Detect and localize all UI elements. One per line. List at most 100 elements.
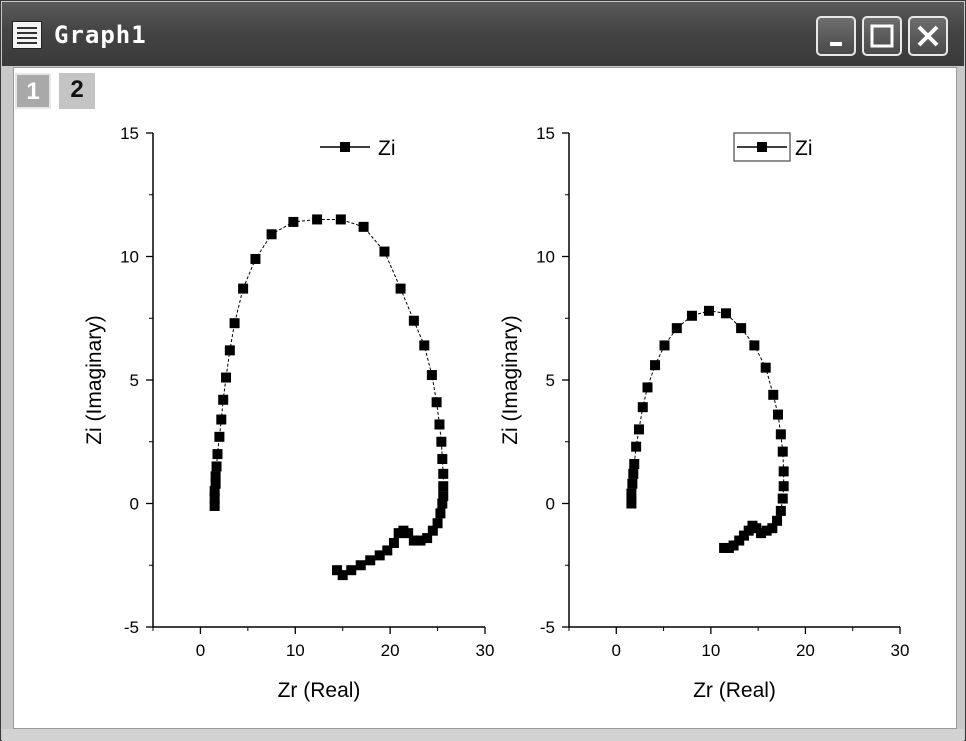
y-tick-label: 15 [120, 124, 139, 143]
data-point [437, 454, 448, 465]
y-axis-label: Zi (Imaginary) [83, 315, 106, 445]
data-point [432, 518, 443, 529]
data-point [209, 493, 220, 504]
data-point [332, 565, 343, 576]
data-point [438, 491, 449, 502]
maximize-button[interactable] [862, 16, 902, 56]
legend: Zi [320, 137, 396, 160]
data-point [288, 216, 299, 227]
data-point [642, 382, 653, 393]
x-tick-label: 30 [891, 641, 910, 660]
data-point [768, 389, 779, 400]
data-point [736, 323, 747, 334]
minimize-icon [830, 42, 842, 46]
plot-1: -5 0 5 10 15 0 10 20 30 Zr (Real) Zi (Imaginary) Zi [83, 124, 494, 702]
data-point [218, 394, 229, 405]
data-point [266, 229, 277, 240]
y-tick-label: 0 [130, 495, 139, 514]
layer-tab-2[interactable]: 2 [59, 73, 95, 109]
legend-label: Zi [378, 137, 396, 160]
data-point [214, 431, 225, 442]
data-point [627, 478, 638, 489]
data-point [221, 372, 232, 383]
data-point [734, 535, 745, 546]
data-point [210, 478, 221, 489]
data-point [426, 370, 437, 381]
y-tick-label: -5 [540, 618, 555, 637]
window-bottom-border [2, 729, 964, 741]
data-point [659, 340, 670, 351]
data-point [633, 424, 644, 435]
data-point [637, 402, 648, 413]
y-tick-label: -5 [124, 618, 139, 637]
data-point [365, 555, 376, 566]
data-point [626, 488, 637, 499]
data-point [379, 246, 390, 257]
legend-marker [340, 142, 350, 152]
data-point [419, 340, 430, 351]
minimize-button[interactable] [816, 16, 856, 56]
plot-2: -5 0 5 10 15 0 10 20 30 Zr (Real) Zi (Imaginary) Zi [499, 124, 909, 702]
data-point [374, 550, 385, 561]
data-point [393, 528, 404, 539]
data-point [703, 305, 714, 316]
data-point [209, 500, 220, 511]
data-point [422, 533, 433, 544]
data-point [427, 525, 438, 536]
layer-tab-1[interactable]: 1 [15, 73, 51, 109]
data-point [777, 493, 788, 504]
data-point [628, 468, 639, 479]
data-point [760, 362, 771, 373]
data-point [224, 345, 235, 356]
legend-marker [757, 142, 767, 152]
data-point [778, 481, 789, 492]
data-point [671, 323, 682, 334]
close-button[interactable] [908, 16, 948, 56]
data-point [435, 508, 446, 519]
y-tick-label: 10 [120, 248, 139, 267]
data-point [358, 221, 369, 232]
data-point [211, 461, 222, 472]
maximize-icon [870, 24, 894, 48]
data-point [773, 409, 784, 420]
data-point [629, 458, 640, 469]
data-point [212, 449, 223, 460]
x-axis-label: Zr (Real) [278, 679, 361, 702]
y-tick-label: 5 [546, 371, 555, 390]
legend-label: Zi [795, 137, 813, 160]
data-point [434, 419, 445, 430]
data-point [250, 253, 261, 264]
close-icon [917, 25, 939, 47]
window-title: Graph1 [54, 21, 147, 49]
data-point [229, 318, 240, 329]
data-point [686, 310, 697, 321]
x-tick-label: 20 [796, 641, 815, 660]
y-tick-label: 10 [536, 248, 555, 267]
data-point [650, 360, 661, 371]
graph-page [13, 67, 957, 729]
x-tick-label: 0 [612, 641, 621, 660]
data-point [761, 525, 772, 536]
data-point [631, 441, 642, 452]
data-point [335, 214, 346, 225]
data-point [777, 446, 788, 457]
graph-window-icon[interactable] [12, 21, 42, 49]
data-point [238, 283, 249, 294]
data-point [719, 542, 730, 553]
y-tick-label: 5 [130, 371, 139, 390]
data-point [337, 570, 348, 581]
data-point [346, 565, 357, 576]
data-point [772, 515, 783, 526]
y-tick-label: 15 [536, 124, 555, 143]
data-point [216, 414, 227, 425]
x-tick-label: 10 [701, 641, 720, 660]
y-tick-label: 0 [546, 495, 555, 514]
y-axis-label: Zi (Imaginary) [499, 315, 522, 445]
data-point [395, 283, 406, 294]
data-point [210, 471, 221, 482]
title-bar[interactable]: Graph1 [2, 2, 964, 66]
data-point [438, 468, 449, 479]
data-point [626, 498, 637, 509]
